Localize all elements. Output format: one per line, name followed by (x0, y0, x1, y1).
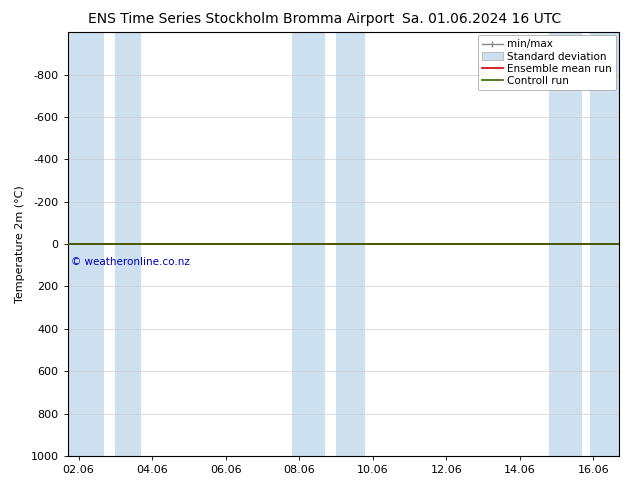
Bar (549, 32, 582, 456)
Bar (68, 32, 105, 456)
Bar (292, 32, 325, 456)
Legend: min/max, Standard deviation, Ensemble mean run, Controll run: min/max, Standard deviation, Ensemble me… (478, 35, 616, 90)
Bar (590, 32, 619, 456)
Text: © weatheronline.co.nz: © weatheronline.co.nz (71, 257, 190, 267)
Text: ENS Time Series Stockholm Bromma Airport: ENS Time Series Stockholm Bromma Airport (87, 12, 394, 26)
Y-axis label: Temperature 2m (°C): Temperature 2m (°C) (15, 185, 25, 303)
Text: Sa. 01.06.2024 16 UTC: Sa. 01.06.2024 16 UTC (402, 12, 562, 26)
Bar (115, 32, 141, 456)
Bar (336, 32, 365, 456)
